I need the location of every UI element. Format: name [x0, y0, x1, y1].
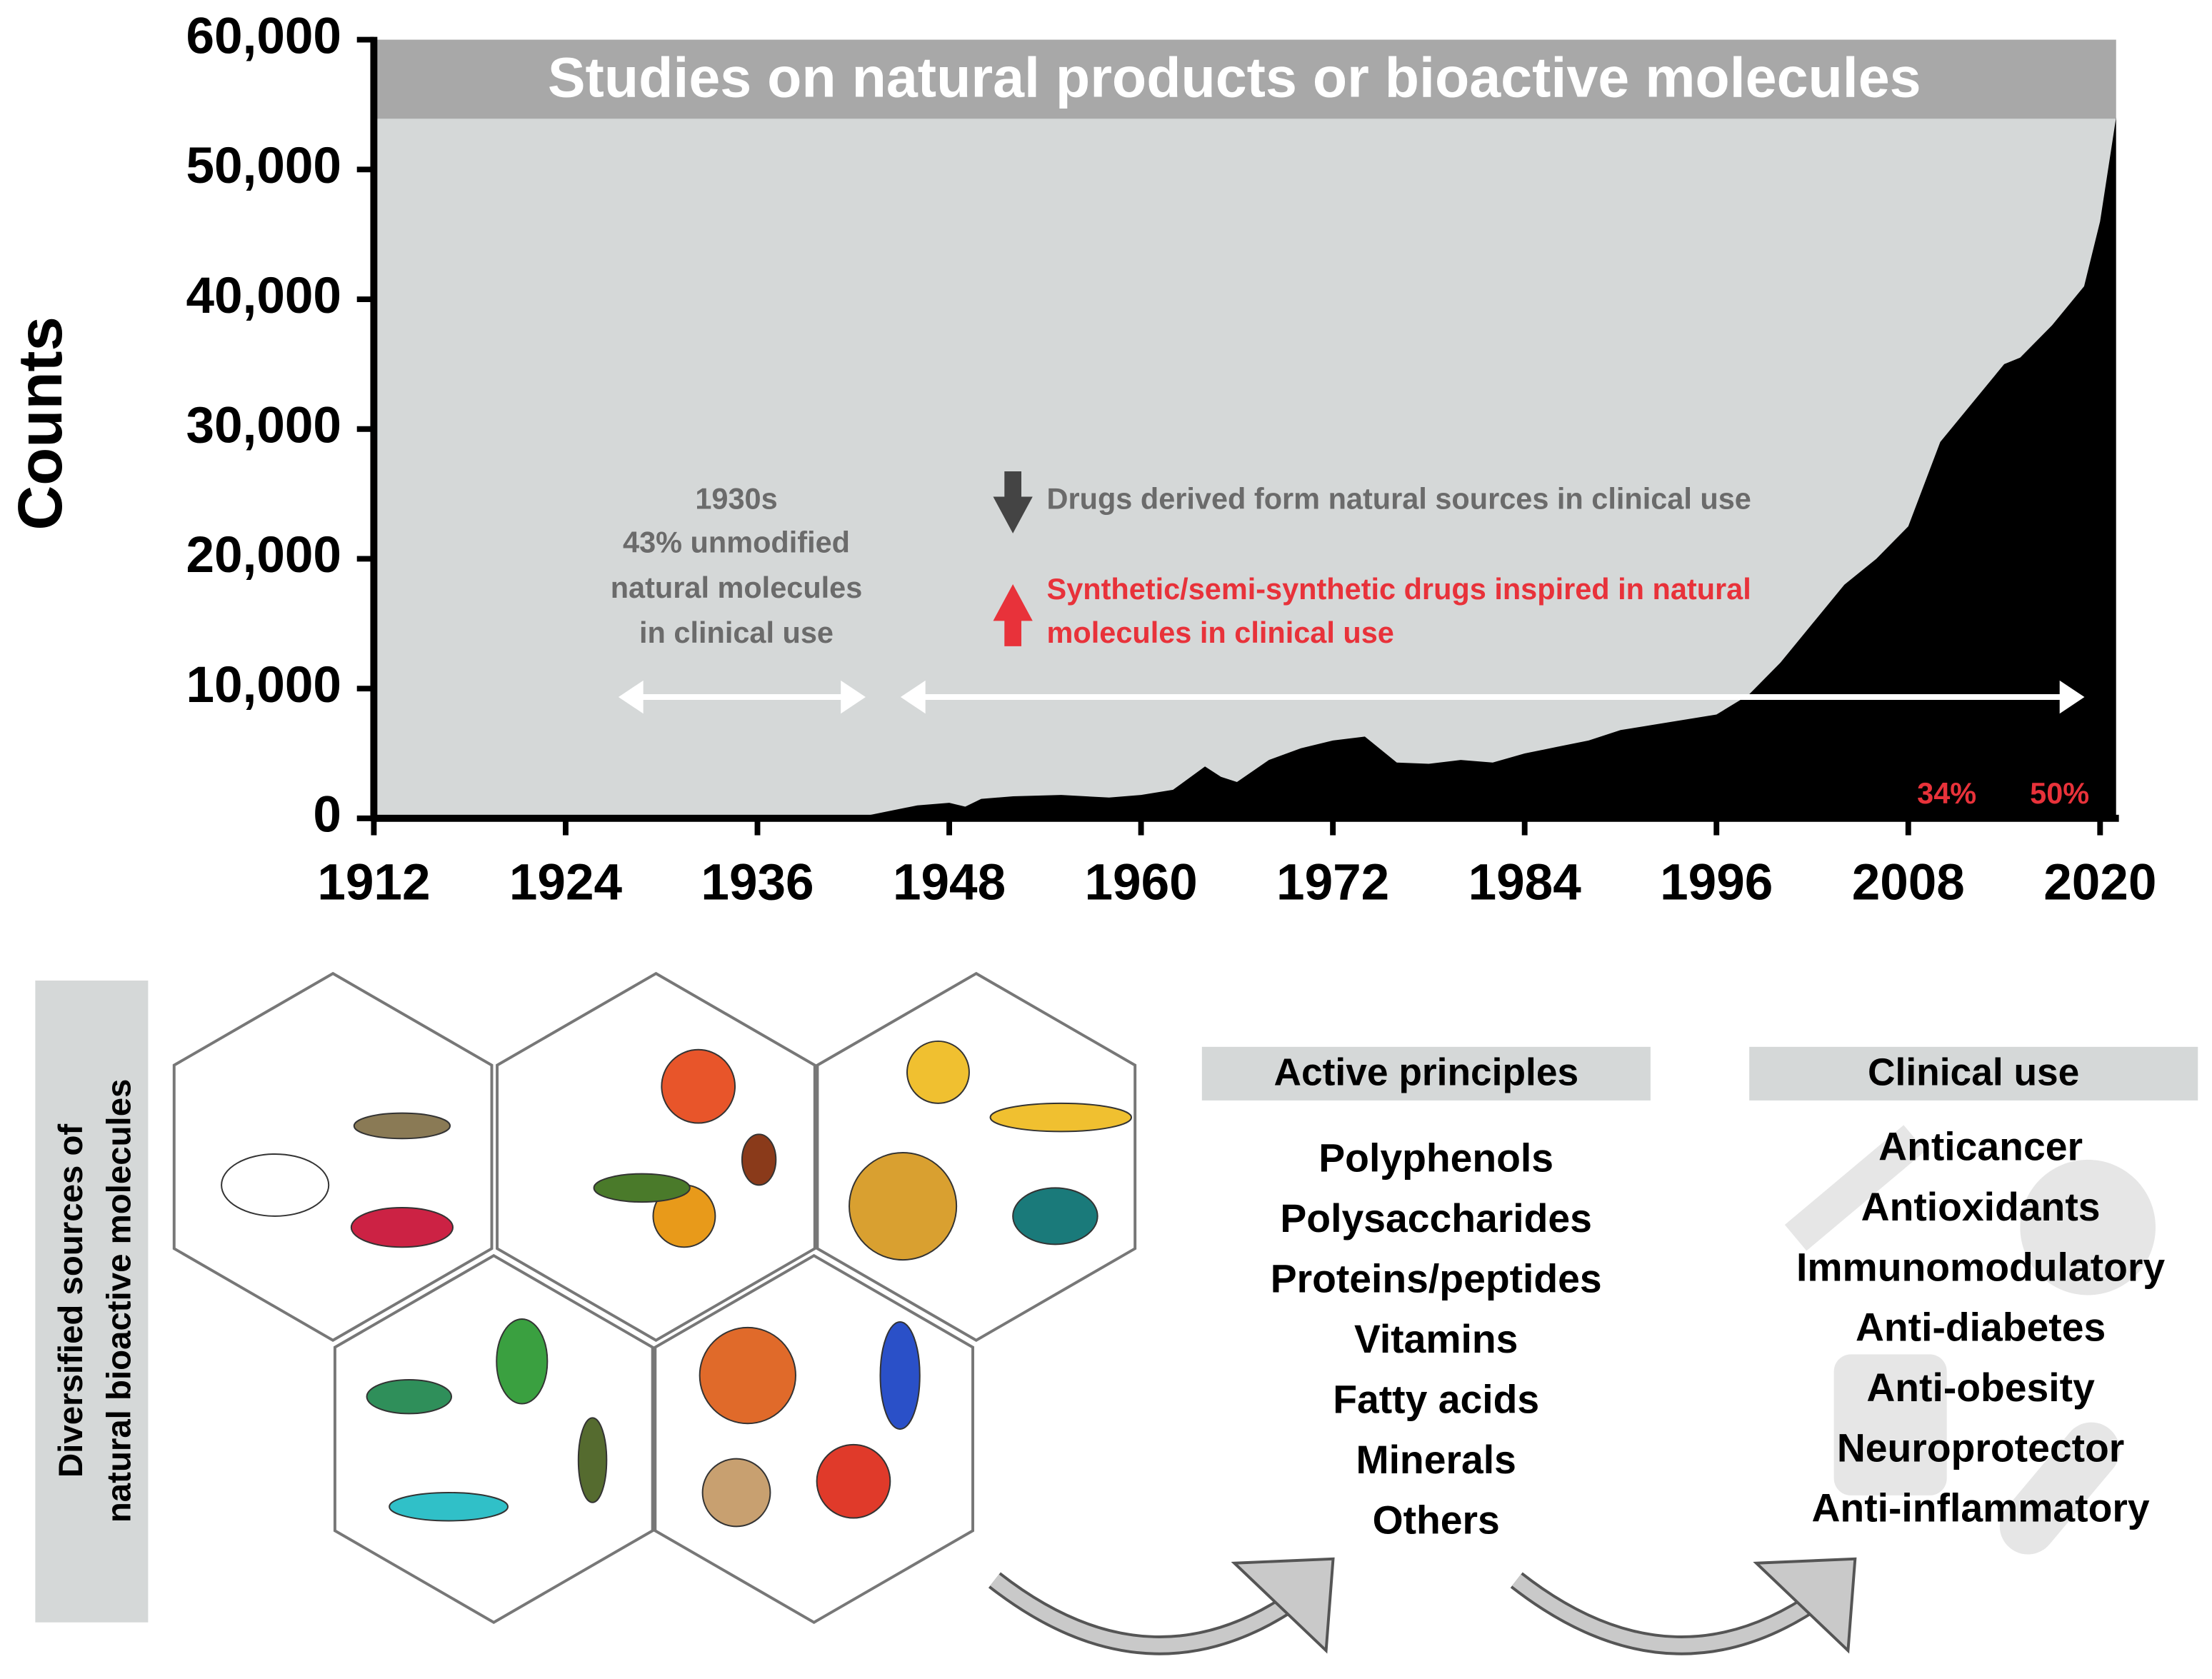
x-tick-label: 2020	[2043, 854, 2156, 911]
source-icon	[577, 1417, 608, 1503]
x-tick-label: 1984	[1468, 854, 1582, 911]
icon	[1784, 1125, 1926, 1251]
source-icon	[816, 1443, 891, 1519]
clinical-item: Anti-diabetes	[1856, 1305, 2106, 1350]
source-icon	[496, 1318, 549, 1405]
y-tick-label: 50,000	[186, 138, 341, 194]
red-note: molecules in clinical use	[1047, 616, 1394, 649]
note-line: natural molecules	[611, 571, 863, 604]
note-line: in clinical use	[639, 616, 834, 649]
chart-title: Studies on natural products or bioactive…	[548, 46, 1921, 109]
icon	[2020, 1159, 2156, 1295]
x-tick-label: 1960	[1085, 854, 1198, 911]
active-item: Vitamins	[1354, 1317, 1518, 1361]
source-icon	[593, 1173, 691, 1203]
source-icon	[389, 1491, 509, 1522]
icon	[1833, 1354, 1947, 1495]
sources-box	[35, 981, 149, 1623]
x-tick-label: 1972	[1276, 854, 1389, 911]
x-tick-label: 1912	[317, 854, 430, 911]
down-arrow-icon	[993, 471, 1033, 533]
active-item: Others	[1373, 1498, 1500, 1543]
sources-label: natural bioactive molecules	[100, 1079, 138, 1523]
arrow-heads	[900, 680, 2085, 714]
hexagon	[333, 1253, 654, 1624]
source-icon	[989, 1102, 1133, 1133]
active-item: Minerals	[1356, 1438, 1516, 1482]
period-note: 1930s 43% unmodified natural molecules i…	[611, 481, 863, 649]
active-item: Polysaccharides	[1280, 1196, 1591, 1241]
clinical-item: Antioxidants	[1861, 1185, 2101, 1229]
up-arrow-icon	[993, 584, 1033, 646]
source-icon	[879, 1321, 921, 1430]
clinical-item: Anti-inflammatory	[1812, 1486, 2150, 1530]
source-icon	[741, 1133, 777, 1186]
arrow-heads	[618, 680, 866, 714]
source-icon	[366, 1378, 453, 1415]
x-tick-label: 1996	[1660, 854, 1773, 911]
clinical-item: Neuroprotector	[1837, 1425, 2124, 1470]
clinical-item: Anti-obesity	[1866, 1365, 2095, 1410]
y-tick-label: 10,000	[186, 657, 341, 713]
share-label: 50%	[2030, 776, 2089, 810]
source-icon	[350, 1207, 454, 1248]
clinical-header-box	[1749, 1046, 2198, 1101]
y-tick-label: 0	[313, 787, 341, 843]
source-icon	[906, 1040, 970, 1104]
area-layer	[374, 117, 2116, 818]
note-line: 1930s	[695, 481, 777, 515]
active-title: Active principles	[1274, 1051, 1579, 1093]
x-tick-label: 1948	[893, 854, 1006, 911]
y-tick-label: 40,000	[186, 268, 341, 324]
area	[374, 117, 2116, 818]
icon	[1999, 1422, 2120, 1555]
x-tick-label: 2008	[1852, 854, 1965, 911]
flow-arrow	[1512, 1574, 1838, 1653]
active-header-box	[1201, 1046, 1651, 1101]
source-icon	[701, 1458, 771, 1528]
source-icon	[1012, 1187, 1099, 1246]
source-icon	[699, 1326, 796, 1425]
active-item: Polyphenols	[1318, 1136, 1553, 1180]
flow-arrow	[990, 1574, 1316, 1653]
clinical-icons	[1784, 1125, 2156, 1555]
red-note: Synthetic/semi-synthetic drugs inspired …	[1047, 572, 1751, 606]
x-tick-label: 1936	[701, 854, 814, 911]
y-tick-label: 60,000	[186, 8, 341, 64]
source-icon	[353, 1112, 451, 1140]
active-item: Proteins/peptides	[1271, 1257, 1602, 1301]
gray-note: Drugs derived form natural sources in cl…	[1047, 481, 1751, 515]
y-tick-label: 30,000	[186, 398, 341, 454]
clinical-item: Anticancer	[1878, 1125, 2083, 1169]
period-arrows	[618, 680, 2085, 714]
x-tick-label: 1924	[509, 854, 623, 911]
source-icon	[849, 1151, 958, 1261]
source-icon	[221, 1153, 330, 1217]
hexagon	[172, 971, 494, 1342]
clinical-title: Clinical use	[1868, 1051, 2079, 1093]
flow-arrow-head	[1753, 1557, 1857, 1654]
y-axis-title: Counts	[6, 316, 75, 530]
note-line: 43% unmodified	[623, 526, 850, 559]
y-tick-label: 20,000	[186, 527, 341, 583]
active-item: Fatty acids	[1333, 1378, 1539, 1422]
title-band	[374, 39, 2116, 119]
share-label: 34%	[1917, 776, 1976, 810]
source-icon	[661, 1048, 736, 1124]
sources-label: Diversified sources of	[52, 1124, 90, 1478]
flow-arrow-head	[1231, 1557, 1335, 1654]
hexagons	[172, 971, 1137, 1624]
clinical-item: Immunomodulatory	[1796, 1245, 2165, 1289]
hexagon	[496, 971, 816, 1342]
